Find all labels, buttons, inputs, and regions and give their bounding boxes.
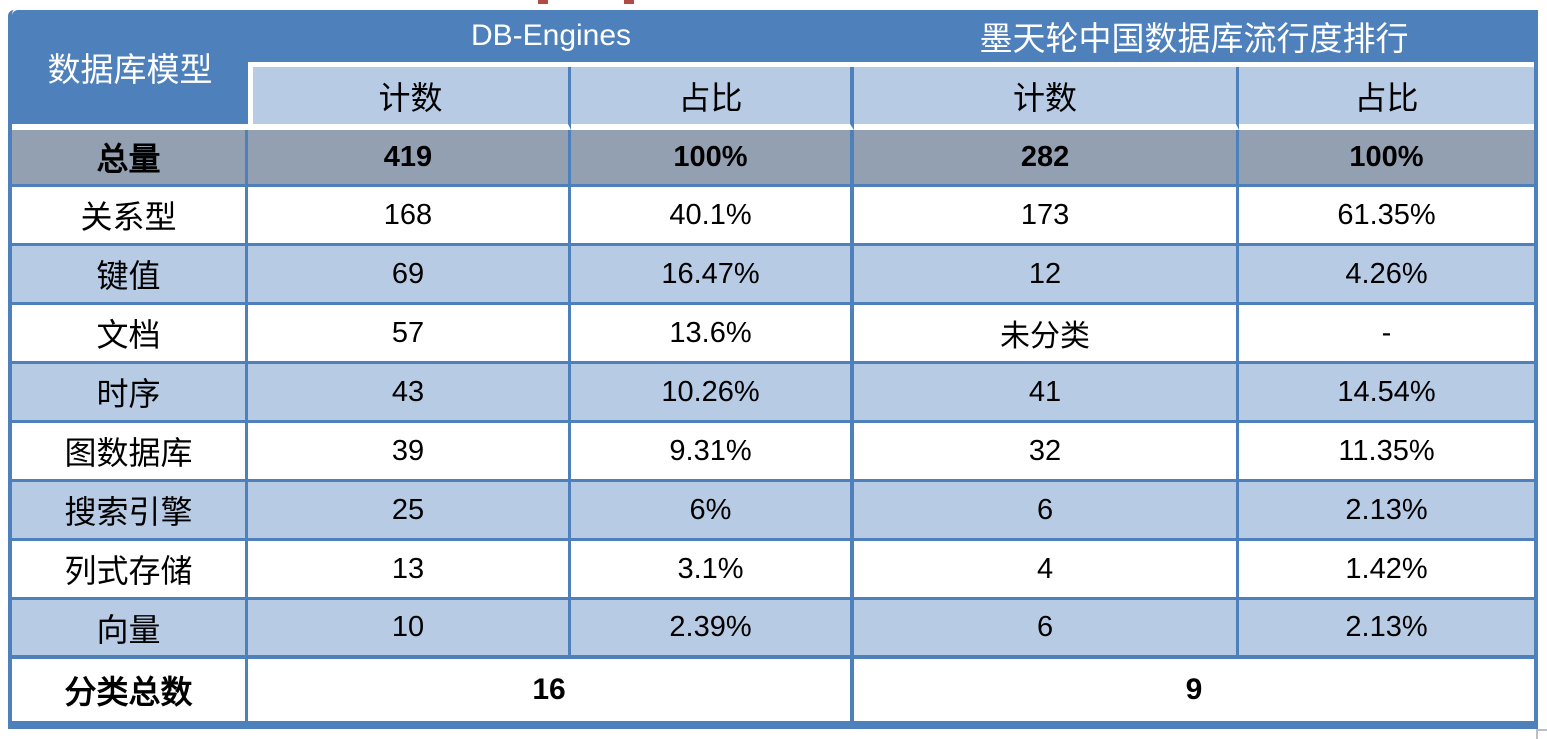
table-row: 列式存储 13 3.1% 4 1.42% <box>12 541 1535 600</box>
col-header-count-motianlun: 计数 <box>854 67 1240 130</box>
col-header-share-dbengines: 占比 <box>571 67 855 130</box>
cell-value: 14.54% <box>1239 364 1535 423</box>
row-label: 时序 <box>12 364 248 423</box>
group-header-motianlun: 墨天轮中国数据库流行度排行 <box>854 10 1535 67</box>
col-header-share-motianlun: 占比 <box>1239 67 1535 130</box>
cell-value: 4.26% <box>1239 246 1535 305</box>
cell-value: 9.31% <box>571 423 855 482</box>
cell-value: 16.47% <box>571 246 855 305</box>
cell-value: 9 <box>854 659 1535 721</box>
corner-header: 数据库模型 <box>12 10 248 130</box>
cell-value: 12 <box>854 246 1240 305</box>
cell-value: 10 <box>248 600 571 659</box>
header-sub-row: 计数 占比 计数 占比 <box>12 67 1535 130</box>
cell-value: - <box>1239 305 1535 364</box>
table-row: 键值 69 16.47% 12 4.26% <box>12 246 1535 305</box>
table-row-total: 总量 419 100% 282 100% <box>12 130 1535 187</box>
cell-value: 16 <box>248 659 855 721</box>
row-label: 文档 <box>12 305 248 364</box>
cell-value: 25 <box>248 482 571 541</box>
cell-value: 57 <box>248 305 571 364</box>
row-label: 分类总数 <box>12 659 248 721</box>
cell-value: 43 <box>248 364 571 423</box>
row-label: 图数据库 <box>12 423 248 482</box>
cell-value: 11.35% <box>1239 423 1535 482</box>
row-label: 列式存储 <box>12 541 248 600</box>
cell-value: 6 <box>854 482 1240 541</box>
cell-value: 4 <box>854 541 1240 600</box>
cell-value: 6 <box>854 600 1240 659</box>
table-row-category-total: 分类总数 16 9 <box>12 659 1535 721</box>
row-label: 键值 <box>12 246 248 305</box>
cell-value: 3.1% <box>571 541 855 600</box>
cropped-text-artifact <box>538 0 548 4</box>
row-label: 向量 <box>12 600 248 659</box>
cell-value: 32 <box>854 423 1240 482</box>
row-label: 总量 <box>12 130 248 187</box>
cropped-text-artifact <box>624 0 634 4</box>
cell-value: 未分类 <box>854 305 1240 364</box>
cell-value: 61.35% <box>1239 187 1535 246</box>
cell-value: 173 <box>854 187 1240 246</box>
row-label: 搜索引擎 <box>12 482 248 541</box>
cell-value: 41 <box>854 364 1240 423</box>
cell-value: 13.6% <box>571 305 855 364</box>
table-row: 时序 43 10.26% 41 14.54% <box>12 364 1535 423</box>
table-row: 搜索引擎 25 6% 6 2.13% <box>12 482 1535 541</box>
table-row: 关系型 168 40.1% 173 61.35% <box>12 187 1535 246</box>
database-model-comparison-table: 数据库模型 DB-Engines 墨天轮中国数据库流行度排行 计数 占比 计数 … <box>8 10 1539 729</box>
group-header-db-engines: DB-Engines <box>248 10 855 67</box>
table-row: 文档 57 13.6% 未分类 - <box>12 305 1535 364</box>
header-group-row: 数据库模型 DB-Engines 墨天轮中国数据库流行度排行 <box>12 10 1535 130</box>
page-corner-mark <box>1536 729 1547 739</box>
cell-value: 13 <box>248 541 571 600</box>
cell-value: 2.13% <box>1239 482 1535 541</box>
row-label: 关系型 <box>12 187 248 246</box>
table-row: 向量 10 2.39% 6 2.13% <box>12 600 1535 659</box>
cell-value: 2.39% <box>571 600 855 659</box>
cell-value: 39 <box>248 423 571 482</box>
cell-value: 2.13% <box>1239 600 1535 659</box>
cell-value: 40.1% <box>571 187 855 246</box>
cell-value: 6% <box>571 482 855 541</box>
cell-value: 100% <box>1239 130 1535 187</box>
cell-value: 419 <box>248 130 571 187</box>
cell-value: 1.42% <box>1239 541 1535 600</box>
comparison-table: 数据库模型 DB-Engines 墨天轮中国数据库流行度排行 计数 占比 计数 … <box>12 10 1535 721</box>
cell-value: 168 <box>248 187 571 246</box>
cell-value: 69 <box>248 246 571 305</box>
table-row: 图数据库 39 9.31% 32 11.35% <box>12 423 1535 482</box>
cell-value: 100% <box>571 130 855 187</box>
cell-value: 10.26% <box>571 364 855 423</box>
cell-value: 282 <box>854 130 1240 187</box>
col-header-count-dbengines: 计数 <box>248 67 571 130</box>
